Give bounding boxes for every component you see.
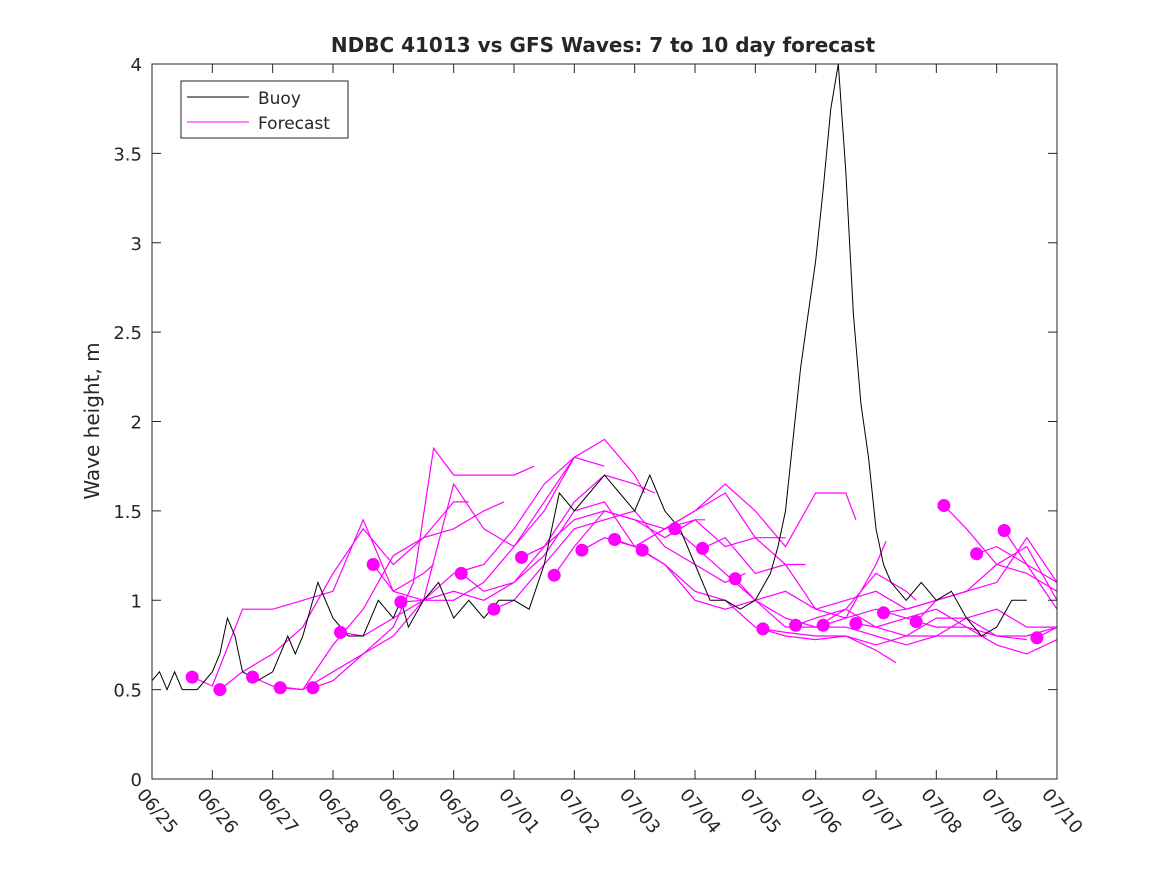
chart-title: NDBC 41013 vs GFS Waves: 7 to 10 day for…	[331, 33, 876, 57]
y-tick-label: 2.5	[113, 323, 142, 344]
plot-background	[152, 64, 1057, 779]
forecast-run-1	[219, 501, 469, 691]
forecast-marker	[366, 558, 380, 571]
forecast-marker	[487, 602, 501, 616]
forecast-run-7	[400, 474, 656, 603]
forecast-marker	[515, 550, 528, 564]
forecast-marker	[877, 606, 890, 620]
forecast-marker	[696, 541, 709, 555]
forecast-marker	[394, 595, 408, 609]
x-tick-label: 07/09	[977, 785, 1026, 838]
x-tick-label: 06/28	[313, 785, 362, 838]
x-tick-label: 06/30	[434, 785, 483, 838]
x-tick-label: 06/29	[373, 785, 422, 838]
forecast-run-26	[1003, 530, 1057, 610]
forecast-marker	[454, 566, 468, 580]
legend-label-buoy: Buoy	[258, 89, 301, 109]
forecast-marker	[635, 543, 649, 557]
x-tick-label: 07/02	[554, 785, 603, 838]
forecast-run-17	[734, 578, 987, 646]
forecast-marker	[789, 618, 803, 632]
legend-label-forecast: Forecast	[258, 114, 330, 134]
legend: Buoy Forecast	[180, 80, 349, 139]
x-tick-label: 06/25	[132, 785, 181, 838]
forecast-marker	[213, 683, 227, 697]
forecast-run-23	[915, 545, 1057, 623]
x-tick-label: 07/04	[675, 785, 724, 838]
forecast-marker	[246, 670, 260, 684]
x-tick-label: 07/03	[615, 785, 664, 838]
forecast-marker	[970, 547, 984, 561]
forecast-marker	[547, 568, 561, 582]
forecast-marker	[909, 615, 923, 629]
y-tick-label: 0.5	[113, 681, 142, 702]
x-tick-label: 07/05	[735, 785, 784, 838]
forecast-marker	[997, 524, 1011, 537]
forecast-marker	[608, 533, 622, 546]
forecast-run-20	[823, 608, 1057, 637]
forecast-marker	[849, 617, 863, 630]
forecast-marker	[728, 572, 742, 586]
forecast-run-18	[762, 617, 1027, 646]
forecast-run-21	[855, 608, 1057, 655]
forecast-run-10	[521, 510, 786, 558]
buoy-line	[152, 64, 1027, 691]
x-tick-label: 06/27	[253, 785, 302, 838]
forecast-marker	[1030, 631, 1044, 645]
x-tick-label: 06/26	[192, 785, 241, 838]
forecast-marker	[816, 618, 830, 632]
y-tick-label: 2	[131, 413, 142, 434]
forecast-run-6	[372, 438, 646, 601]
y-tick-label: 1	[131, 591, 142, 612]
y-axis-label: Wave height, m	[80, 342, 104, 499]
y-tick-label: 3.5	[113, 144, 142, 165]
forecast-run-14	[641, 549, 897, 664]
forecast-run-4	[312, 457, 575, 689]
x-tick-label: 07/08	[916, 785, 965, 838]
forecast-marker	[306, 681, 320, 695]
x-tick-label: 07/10	[1037, 785, 1086, 838]
forecast-run-5	[340, 456, 605, 637]
forecast-run-3	[280, 446, 535, 691]
forecast-marker	[756, 622, 770, 636]
y-tick-label: 3	[131, 234, 142, 255]
y-tick-label: 0	[131, 770, 142, 791]
forecast-marker	[185, 670, 199, 684]
forecast-marker	[334, 625, 347, 639]
x-tick-label: 07/07	[856, 785, 905, 838]
y-tick-label: 1.5	[113, 502, 142, 523]
forecast-marker	[575, 543, 589, 557]
series-group	[152, 64, 1057, 697]
legend-box	[180, 80, 349, 139]
forecast-marker	[937, 499, 951, 512]
forecast-run-25	[976, 545, 1057, 583]
y-tick-label: 4	[131, 55, 142, 76]
x-tick-label: 07/01	[494, 785, 543, 838]
forecast-marker	[668, 522, 682, 536]
forecast-run-19	[795, 608, 1057, 637]
forecast-run-0	[191, 518, 434, 687]
x-tick-label: 07/06	[796, 785, 845, 838]
forecast-marker	[273, 681, 287, 695]
forecast-run-8	[460, 501, 706, 592]
